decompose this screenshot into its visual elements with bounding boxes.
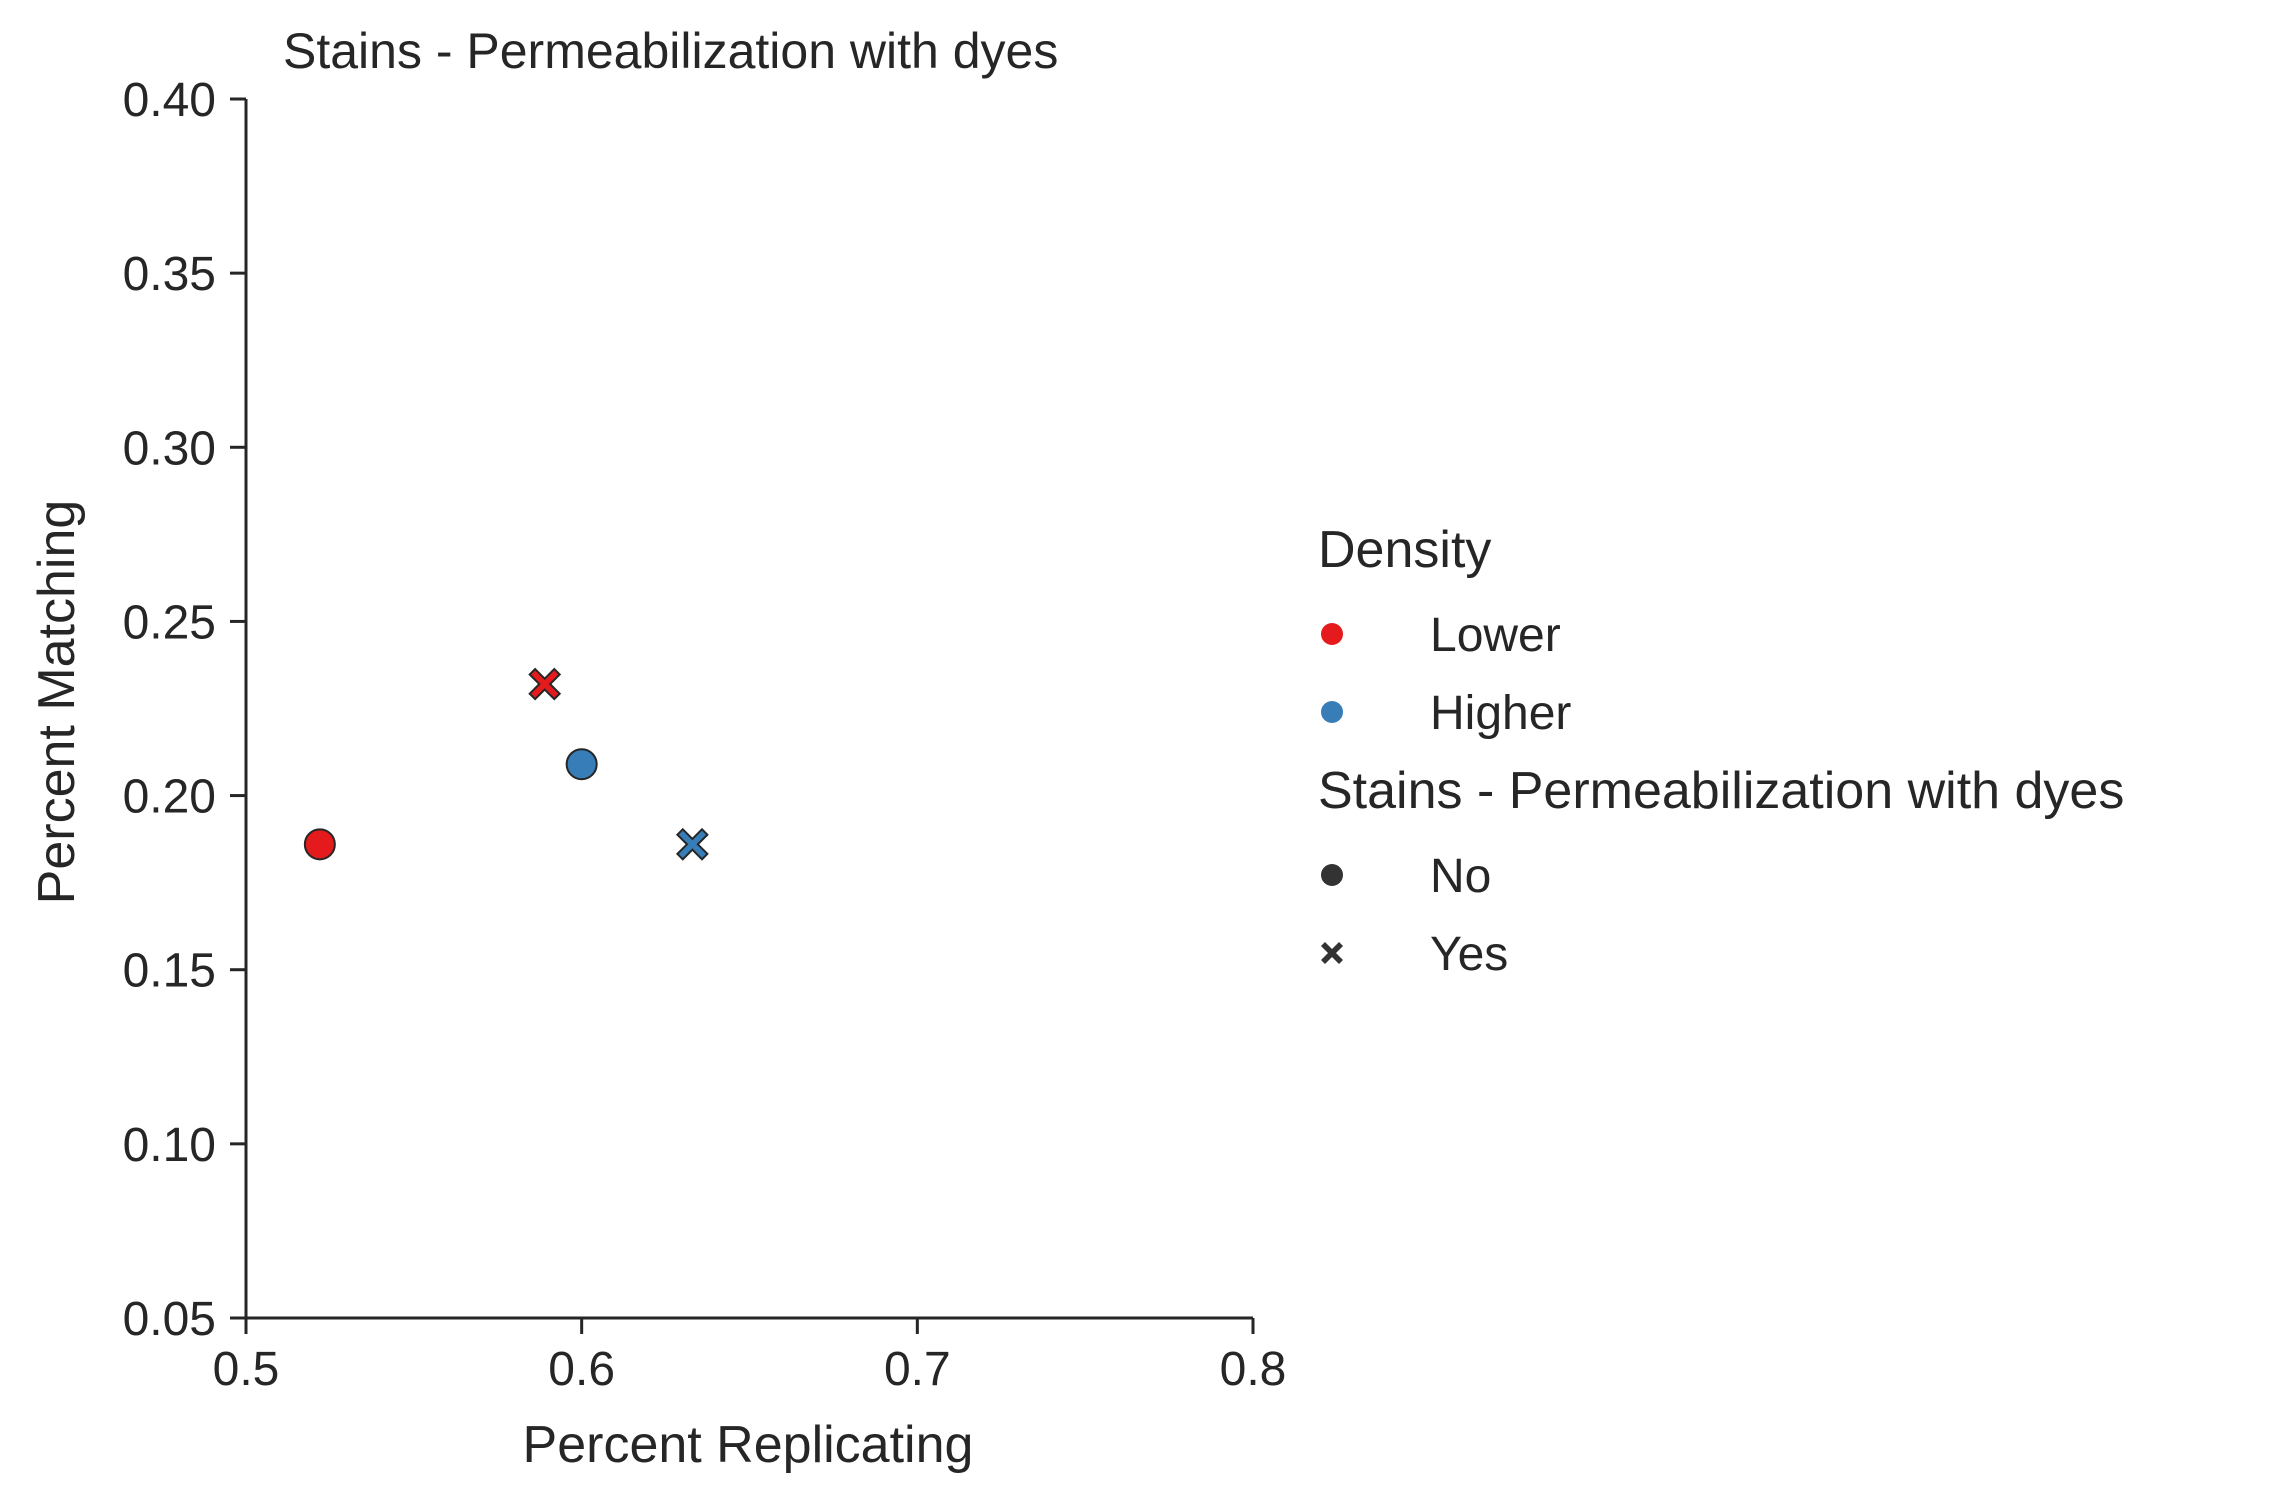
y-tick-label: 0.25 [123, 596, 216, 649]
data-point-higher-yes [675, 827, 709, 861]
y-tick-label: 0.15 [123, 945, 216, 998]
chart-title: Stains - Permeabilization with dyes [283, 23, 1058, 79]
y-axis-label: Percent Matching [28, 500, 86, 905]
x-axis-label: Percent Replicating [523, 1416, 974, 1474]
legend-label-lower: Lower [1430, 609, 1561, 662]
x-tick-label: 0.8 [1220, 1343, 1287, 1396]
y-tick-label: 0.30 [123, 422, 216, 475]
legend-style-title: Stains - Permeabilization with dyes [1318, 762, 2124, 820]
y-tick-label: 0.10 [123, 1119, 216, 1172]
y-tick-label: 0.35 [123, 248, 216, 301]
legend-hue-title: Density [1318, 521, 1491, 579]
data-points [303, 667, 709, 861]
axes: 0.5 0.6 0.7 0.8 0.05 0.10 0.15 0.20 0.25 0.30 0.35… [123, 74, 1287, 1396]
legend: Density Lower Higher Stains - Permeabilizat… [1318, 521, 2124, 981]
y-tick-label: 0.40 [123, 74, 216, 127]
data-point-higher-no [565, 748, 598, 781]
x-tick-label: 0.5 [213, 1343, 280, 1396]
legend-marker-lower [1321, 623, 1343, 645]
y-tick-label: 0.05 [123, 1293, 216, 1346]
legend-label-higher: Higher [1430, 687, 1571, 740]
legend-marker-higher [1321, 701, 1343, 723]
legend-label-yes: Yes [1430, 928, 1508, 981]
legend-label-no: No [1430, 850, 1491, 903]
y-tick-label: 0.20 [123, 771, 216, 824]
legend-marker-yes [1321, 942, 1343, 964]
data-point-lower-no [303, 828, 336, 861]
data-point-lower-yes [528, 667, 562, 701]
x-tick-label: 0.6 [548, 1343, 615, 1396]
x-tick-label: 0.7 [884, 1343, 951, 1396]
legend-marker-no [1321, 864, 1343, 886]
